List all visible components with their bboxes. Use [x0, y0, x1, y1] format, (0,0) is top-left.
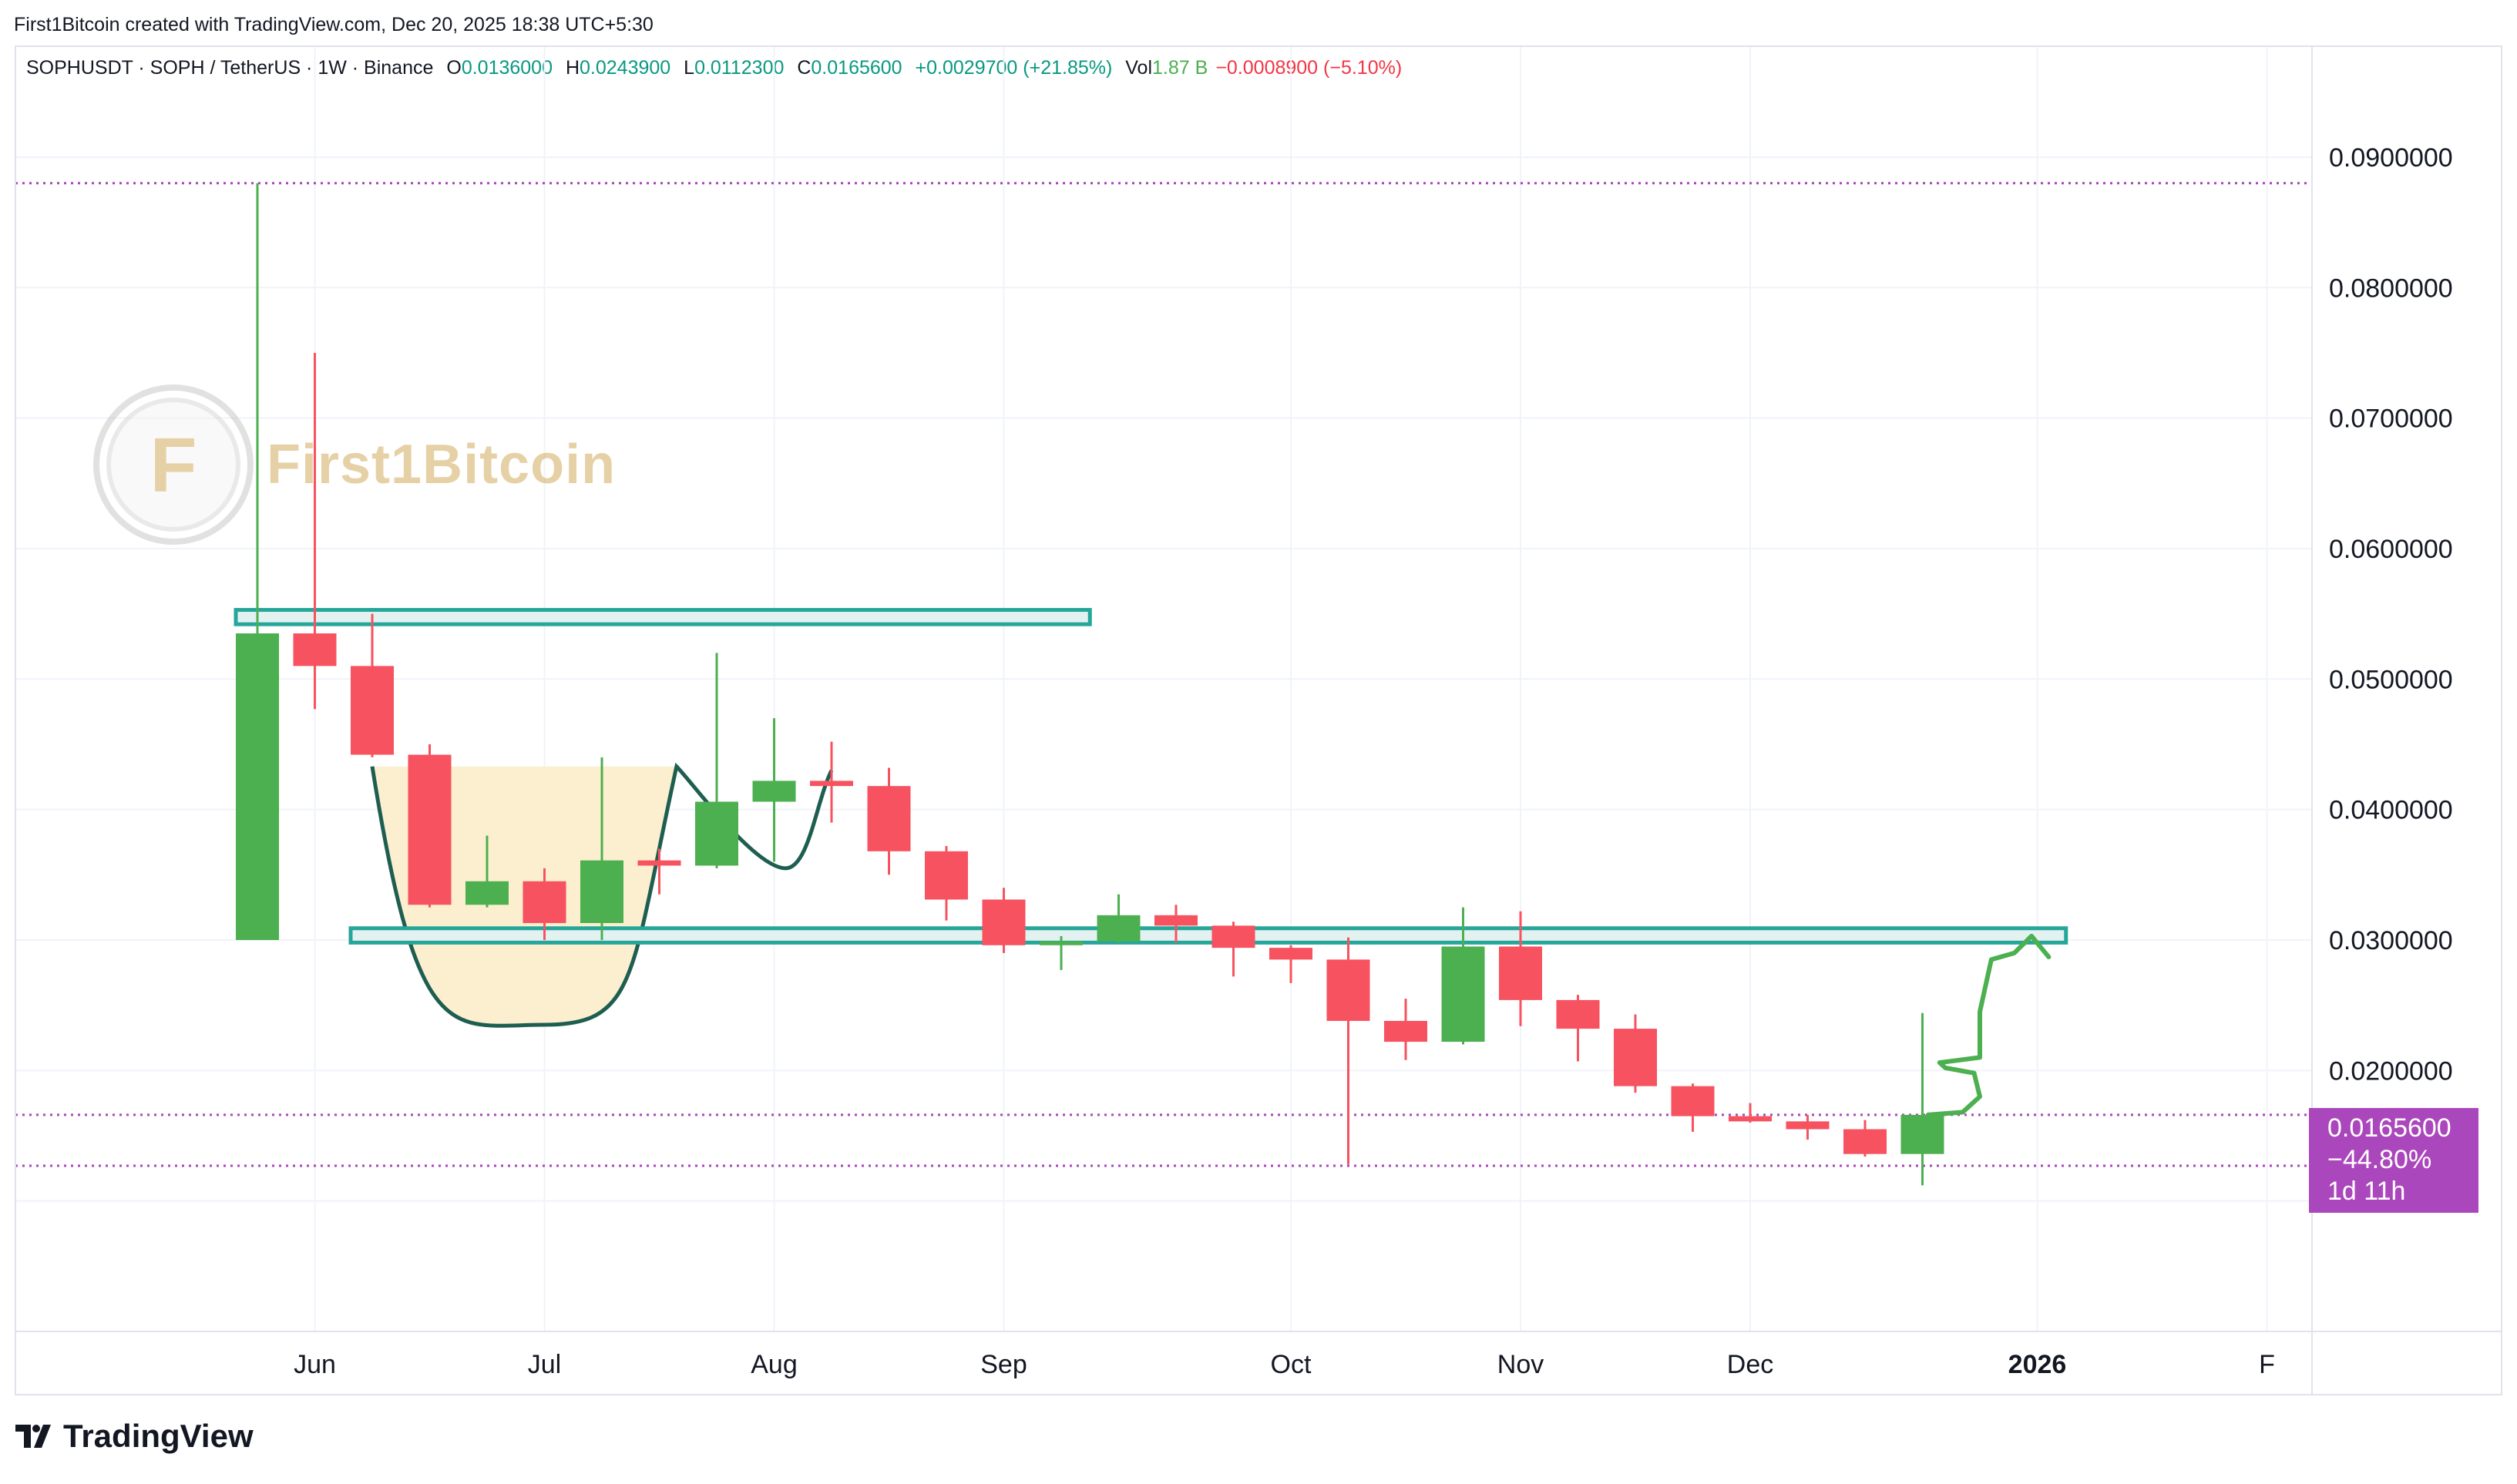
y-tick-label: 0.0500000 [2329, 665, 2453, 694]
horizontal-lines [15, 182, 2312, 1167]
x-tick-label: Jun [294, 1350, 336, 1379]
x-tick-label: Sep [980, 1350, 1027, 1379]
candle-body [695, 801, 738, 866]
x-tick-label: Nov [1497, 1350, 1544, 1379]
legend-vol-change: −0.0008900 (−5.10%) [1215, 57, 1403, 79]
legend-open: 0.0136000 [461, 57, 553, 79]
first1bitcoin-logo-icon: F [93, 384, 254, 545]
legend-vol: 1.87 B [1152, 57, 1208, 79]
zone-rectangle [234, 608, 1092, 626]
current-price-change: −44.80% [2327, 1145, 2432, 1174]
candle-body [293, 633, 337, 666]
candle-body [408, 754, 452, 905]
axes: 0.01000000.02000000.03000000.04000000.05… [15, 45, 2502, 1395]
tradingview-branding[interactable]: TradingView [15, 1418, 254, 1455]
x-tick-label: Dec [1727, 1350, 1773, 1379]
candle-body [1441, 946, 1485, 1042]
legend-low: 0.0112300 [694, 57, 785, 79]
y-tick-label: 0.0400000 [2329, 796, 2453, 825]
candle-body [1269, 948, 1312, 960]
watermark-text: First1Bitcoin [267, 434, 617, 495]
candle-body [1786, 1121, 1830, 1130]
chart-frame [15, 45, 2502, 1395]
candle-body [236, 633, 279, 940]
candle-body [1556, 999, 1600, 1029]
candle-body [925, 851, 968, 900]
candle-body [810, 781, 853, 787]
y-tick-label: 0.0800000 [2329, 274, 2453, 303]
legend-close: 0.0165600 [811, 57, 902, 79]
candlesticks [236, 183, 1944, 1186]
legend-low-label: L [684, 57, 695, 79]
legend-high-label: H [565, 57, 580, 79]
legend-symbol[interactable]: SOPHUSDT · SOPH / TetherUS · 1W · Binanc… [26, 57, 434, 79]
candle-body [1671, 1086, 1715, 1116]
x-tick-label: F [2259, 1350, 2275, 1379]
current-price-value: 0.0165600 [2327, 1113, 2451, 1143]
tradingview-logo-text: TradingView [63, 1418, 254, 1454]
candle-body [465, 881, 509, 905]
candle-body [1040, 941, 1083, 945]
candle-body [752, 781, 796, 802]
legend-open-label: O [446, 57, 462, 79]
x-tick-label: 2026 [2008, 1350, 2067, 1379]
candle-body [1211, 925, 1255, 948]
candle-body [867, 786, 911, 851]
y-tick-label: 0.0200000 [2329, 1056, 2453, 1086]
y-tick-label: 0.0300000 [2329, 926, 2453, 955]
candle-body [982, 899, 1026, 945]
projection-line [1925, 933, 2052, 1117]
candle-body [1843, 1129, 1887, 1154]
candle-body [1154, 915, 1198, 926]
watermark: F First1Bitcoin [92, 384, 616, 546]
tradingview-logo-icon [15, 1425, 51, 1448]
candle-body [1729, 1116, 1772, 1122]
legend-change: +0.0029700 (+21.85%) [915, 57, 1113, 79]
candle-body [1614, 1029, 1657, 1086]
candle-body [351, 666, 394, 755]
candle-body [523, 881, 566, 923]
y-tick-label: 0.0700000 [2329, 405, 2453, 434]
x-tick-label: Aug [751, 1350, 798, 1379]
candle-body [637, 860, 681, 866]
candle-body [1326, 959, 1370, 1021]
candle-body [1384, 1020, 1427, 1042]
y-tick-label: 0.0900000 [2329, 143, 2453, 173]
x-tick-label: Oct [1271, 1350, 1312, 1379]
zone-rectangle [348, 926, 2068, 945]
support-resistance-zones [234, 608, 2068, 945]
symbol-legend: SOPHUSDT · SOPH / TetherUS · 1W · Binanc… [26, 57, 1417, 79]
current-price-badge: 0.0165600 −44.80% 1d 11h [2309, 1108, 2478, 1213]
legend-close-label: C [797, 57, 812, 79]
created-by-caption: First1Bitcoin created with TradingView.c… [14, 14, 654, 35]
candle-body [1900, 1114, 1944, 1154]
x-tick-label: Jul [528, 1350, 561, 1379]
y-tick-label: 0.0600000 [2329, 535, 2453, 564]
candle-body [580, 860, 623, 923]
projection-path [1925, 933, 2052, 1117]
candle-body [1097, 915, 1141, 942]
legend-high: 0.0243900 [580, 57, 671, 79]
svg-text:F: F [150, 422, 197, 509]
legend-vol-label: Vol [1125, 57, 1153, 79]
bar-countdown: 1d 11h [2327, 1177, 2406, 1206]
candle-body [1499, 946, 1542, 1000]
